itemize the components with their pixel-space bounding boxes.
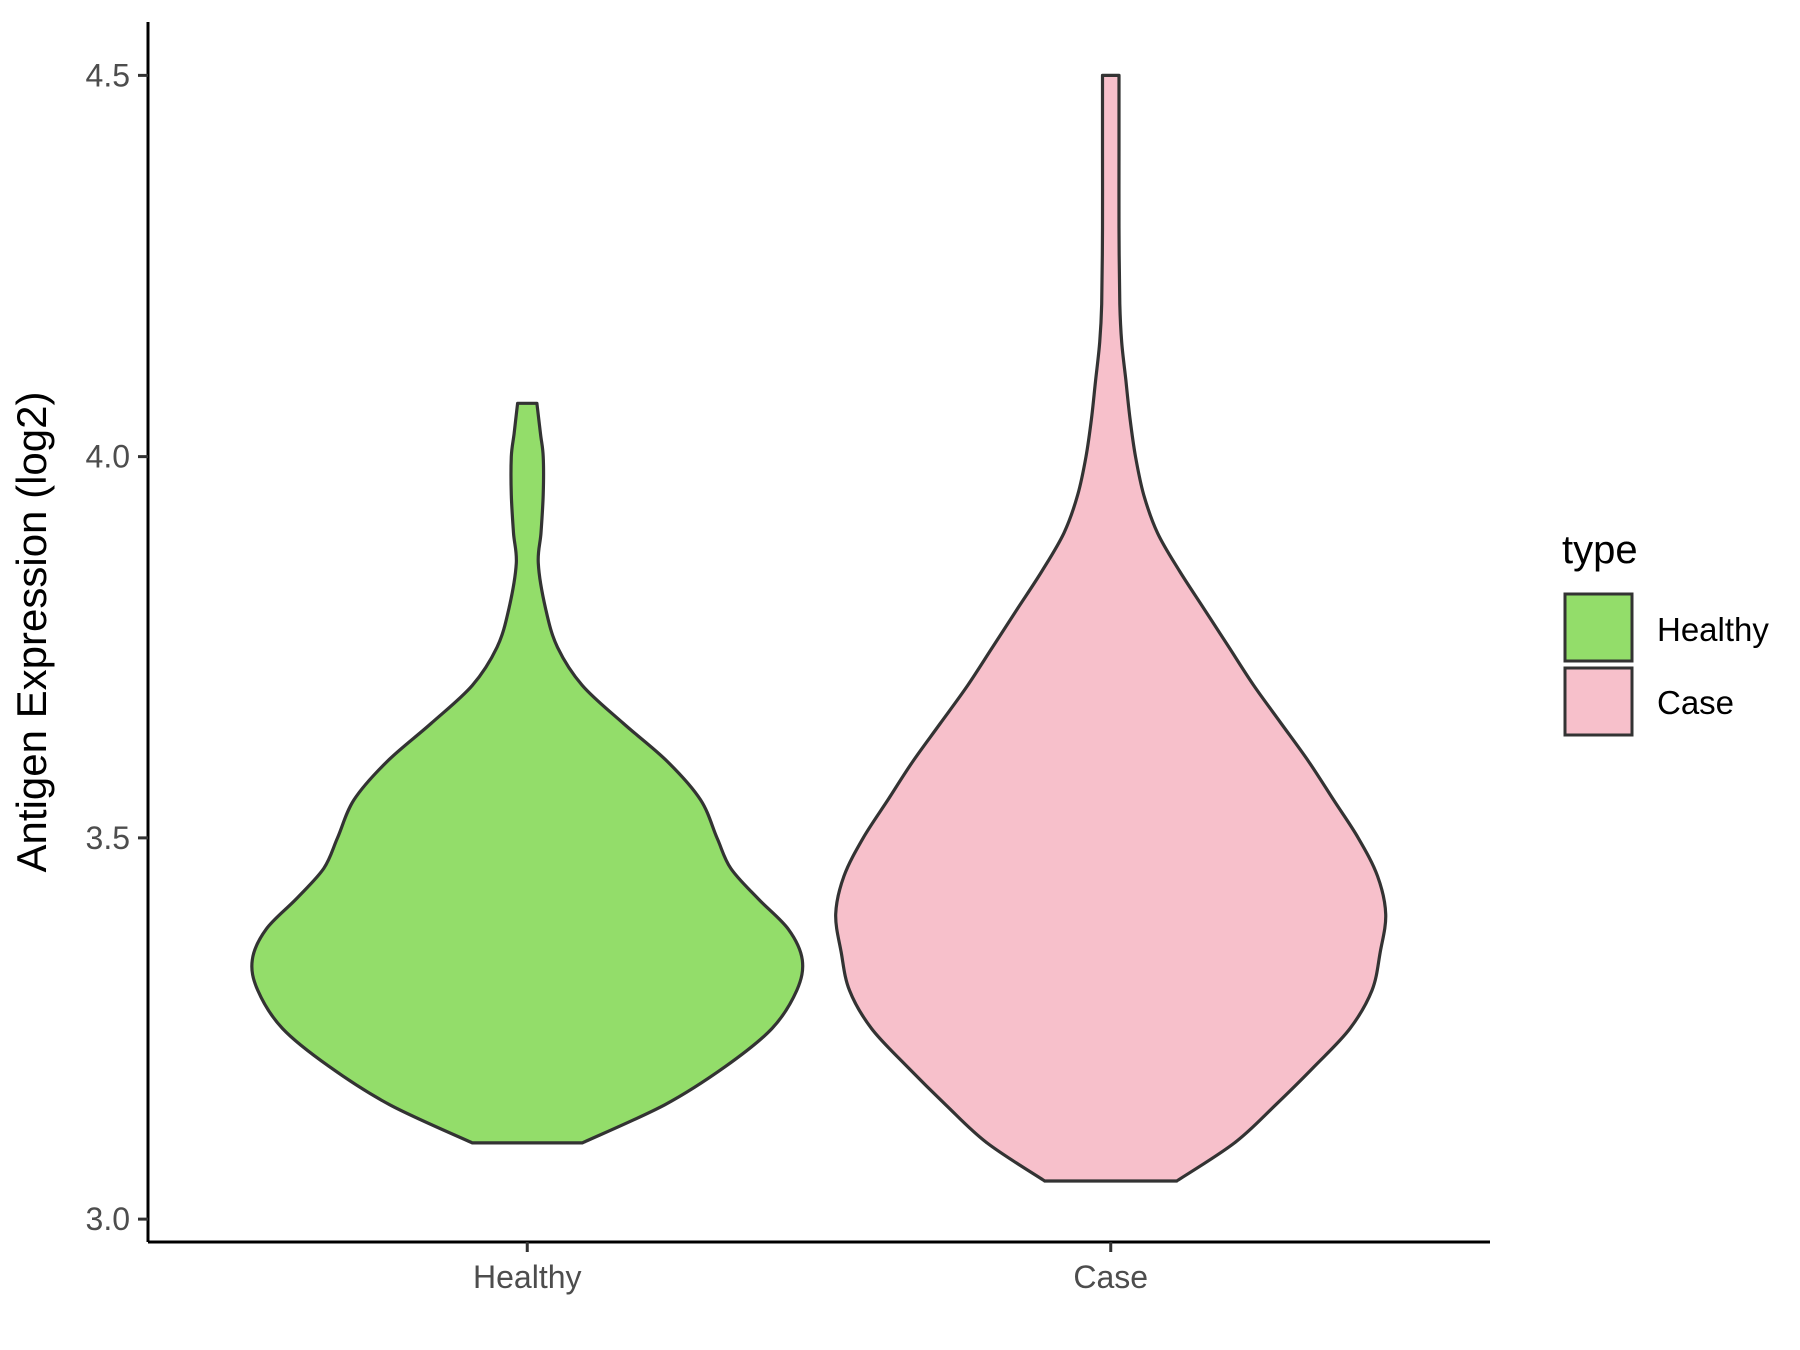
plot-area — [250, 73, 1388, 1183]
legend-key-case — [1563, 666, 1634, 737]
legend-label-case: Case — [1657, 684, 1734, 721]
legend-label-healthy: Healthy — [1657, 611, 1769, 648]
violin-healthy — [250, 401, 805, 1145]
y-tick-label: 3.0 — [86, 1201, 130, 1237]
x-axis-ticks: Healthy Case — [473, 1242, 1148, 1295]
legend-key-healthy — [1563, 592, 1634, 663]
legend: type Healthy Case — [1562, 528, 1769, 737]
x-tick-label: Case — [1073, 1259, 1148, 1295]
y-tick-label: 4.0 — [86, 439, 130, 475]
y-tick-label: 4.5 — [86, 57, 130, 93]
y-axis-ticks: 3.0 3.5 4.0 4.5 — [86, 57, 148, 1237]
violin-case — [834, 73, 1388, 1183]
legend-title: type — [1562, 528, 1638, 572]
x-tick-label: Healthy — [473, 1259, 582, 1295]
y-axis-title: Antigen Expression (log2) — [8, 392, 55, 873]
y-tick-label: 3.5 — [86, 820, 130, 856]
